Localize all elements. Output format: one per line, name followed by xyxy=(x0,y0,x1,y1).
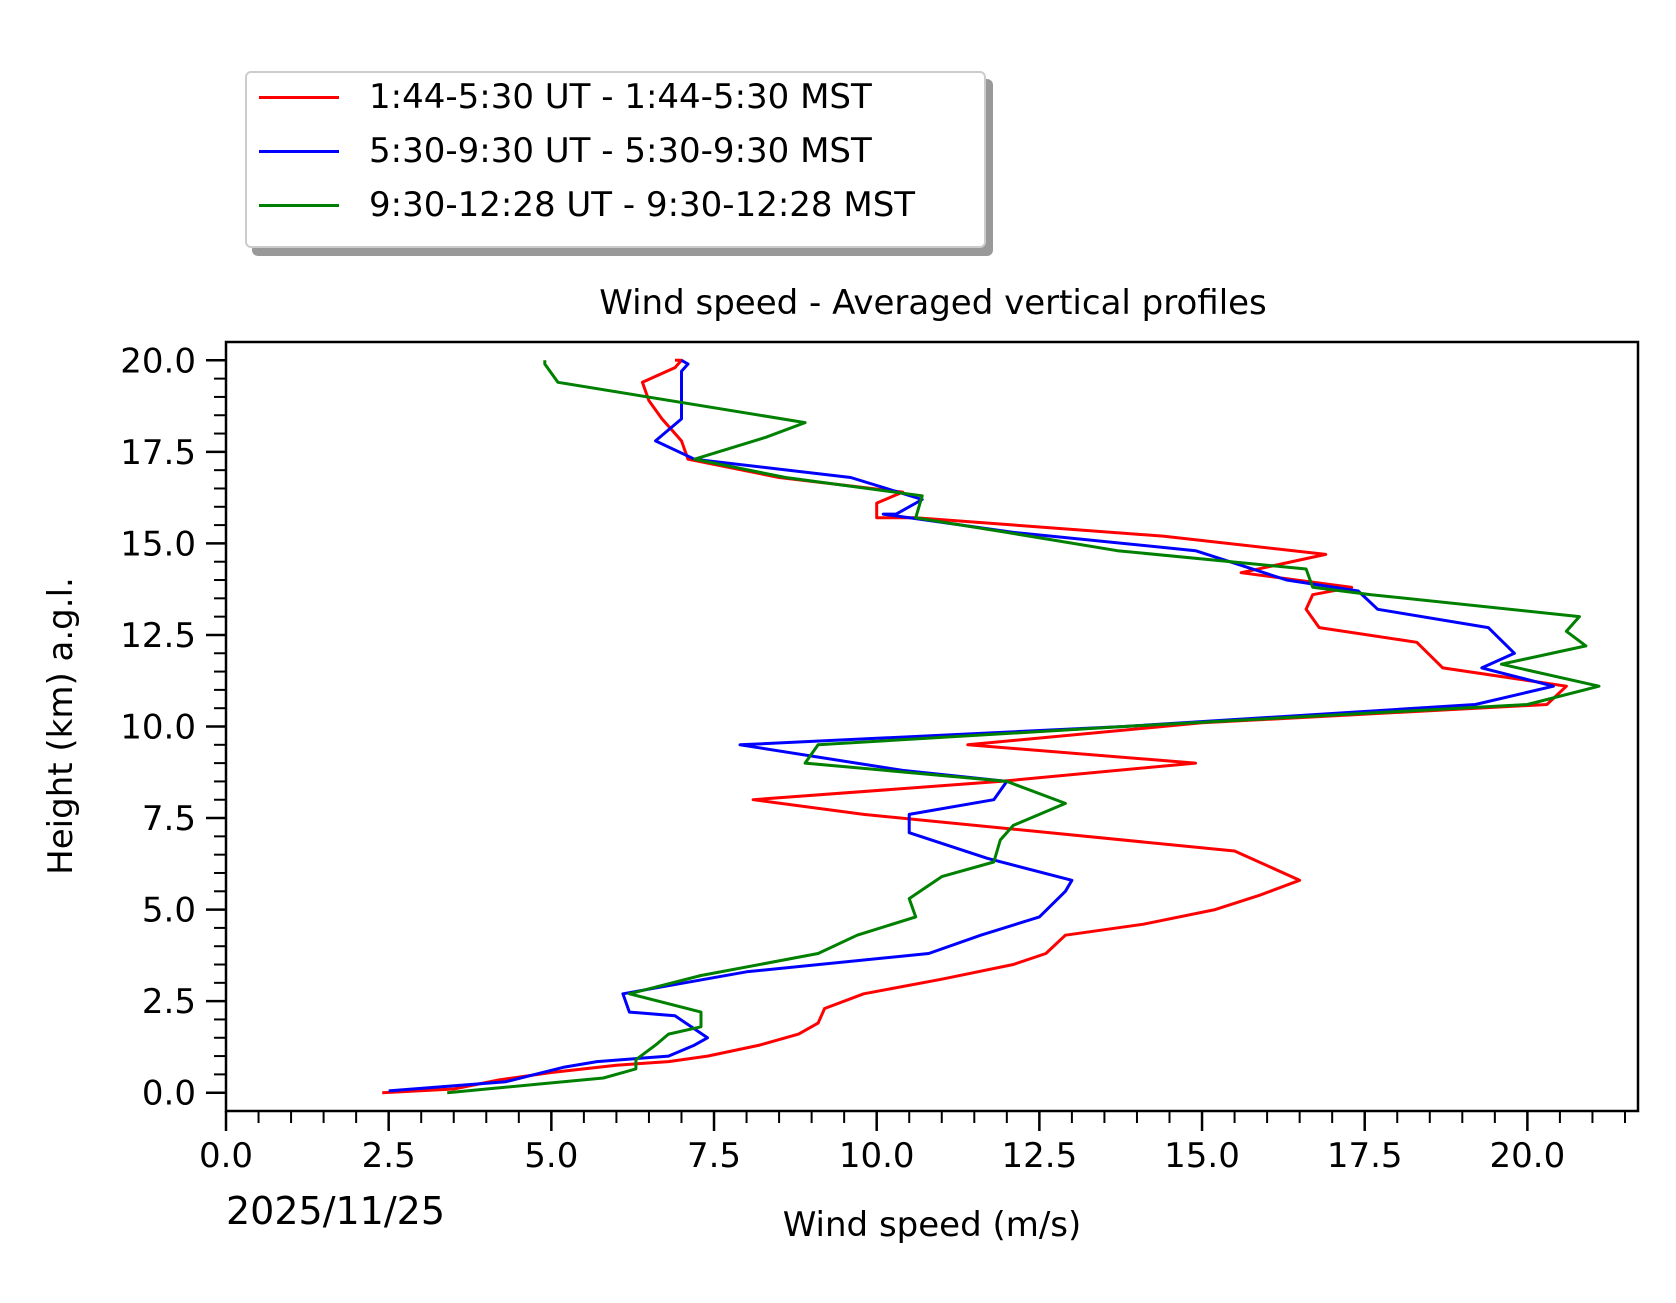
x-tick-label: 2.5 xyxy=(362,1136,416,1176)
y-tick-label: 15.0 xyxy=(120,524,196,564)
series-line-blue xyxy=(388,358,1555,1093)
y-tick-label: 12.5 xyxy=(120,616,196,656)
x-tick-label: 5.0 xyxy=(524,1136,578,1176)
x-axis: 0.0 2.5 5.0 7.5 10.0 12.5 15.0 17.5 20.0 xyxy=(199,1111,1626,1176)
x-axis-label: Wind speed (m/s) xyxy=(783,1205,1082,1245)
y-tick-label: 7.5 xyxy=(142,799,196,839)
legend-label-red: 1:44-5:30 UT - 1:44-5:30 MST xyxy=(369,77,872,117)
legend-swatch-red xyxy=(259,95,339,99)
plot-frame xyxy=(224,340,1640,1113)
y-tick-label: 2.5 xyxy=(142,982,196,1022)
series-line-green xyxy=(447,360,1601,1095)
legend-label-blue: 5:30-9:30 UT - 5:30-9:30 MST xyxy=(369,131,872,171)
y-tick-label: 10.0 xyxy=(120,708,196,748)
legend-label-green: 9:30-12:28 UT - 9:30-12:28 MST xyxy=(369,185,916,225)
chart-title: Wind speed - Averaged vertical profiles xyxy=(599,283,1267,323)
y-tick-label: 17.5 xyxy=(120,433,196,473)
legend-swatch-blue xyxy=(259,149,339,153)
legend-entry-green: 9:30-12:28 UT - 9:30-12:28 MST xyxy=(259,185,915,225)
x-tick-label: 12.5 xyxy=(1002,1136,1078,1176)
y-tick-label: 5.0 xyxy=(142,891,196,931)
x-tick-label: 17.5 xyxy=(1327,1136,1403,1176)
series-line-red xyxy=(382,358,1568,1095)
y-axis-label: Height (km) a.g.l. xyxy=(41,577,81,875)
x-tick-label: 7.5 xyxy=(687,1136,741,1176)
legend-swatch-green xyxy=(259,203,339,207)
date-label: 2025/11/25 xyxy=(226,1189,445,1233)
x-tick-label: 20.0 xyxy=(1490,1136,1566,1176)
x-tick-label: 15.0 xyxy=(1164,1136,1240,1176)
legend-entry-blue: 5:30-9:30 UT - 5:30-9:30 MST xyxy=(259,131,872,171)
y-tick-label: 0.0 xyxy=(142,1074,196,1114)
legend-entry-red: 1:44-5:30 UT - 1:44-5:30 MST xyxy=(259,77,872,117)
x-tick-label: 10.0 xyxy=(839,1136,915,1176)
x-tick-label: 0.0 xyxy=(199,1136,253,1176)
series-layer xyxy=(382,358,1601,1095)
y-axis: 0.0 2.5 5.0 7.5 10.0 12.5 15.0 17.5 20.0 xyxy=(120,341,226,1114)
legend: 1:44-5:30 UT - 1:44-5:30 MST 5:30-9:30 U… xyxy=(245,71,986,248)
y-tick-label: 20.0 xyxy=(120,341,196,381)
